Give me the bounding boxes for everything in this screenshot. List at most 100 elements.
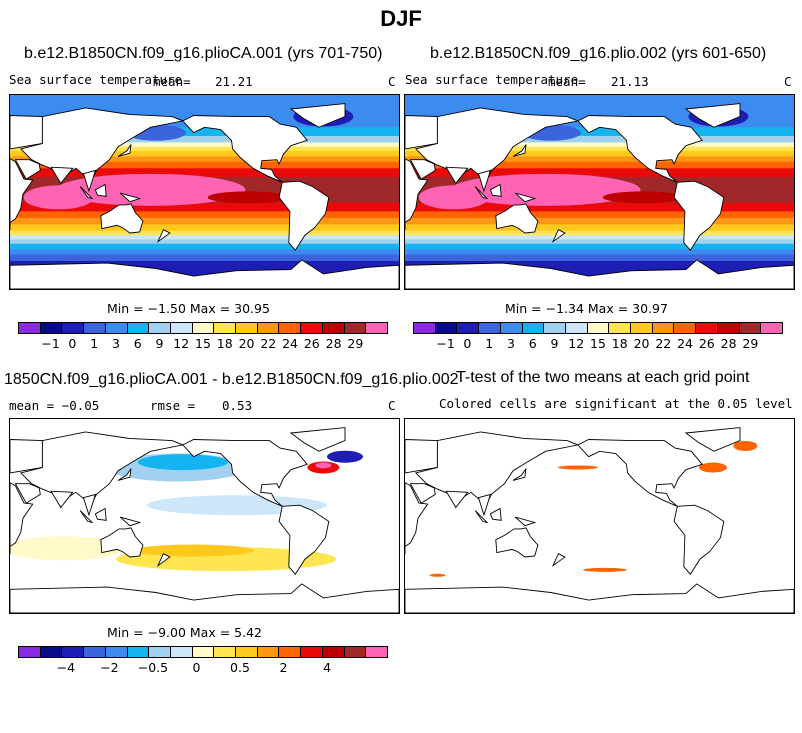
panel-3-south-indian-positive [10, 536, 125, 561]
panel-4-land-arabia [409, 483, 436, 504]
panel-1-colorbar-swatch [105, 323, 128, 333]
panel-1-cold-tongue [207, 191, 288, 204]
panel-2-colorbar-tick-label: 9 [550, 336, 559, 351]
panel-2-sst-band [405, 135, 794, 143]
panel-3-colorbar: −4 −2 −0.5 0 0.5 2 4 [18, 646, 388, 675]
panel-2-mean-label: mean= [548, 74, 586, 89]
panel-4-land-nz [551, 553, 566, 567]
panel-3-colorbar-swatch [236, 647, 258, 657]
panel-3-colorbar-swatch [214, 647, 237, 657]
panel-2-colorbar-swatch [565, 323, 588, 333]
panel-1-colorbar-swatch [149, 323, 171, 333]
panel-1-sst-band [10, 202, 399, 212]
panel-2-sst-map [404, 94, 795, 290]
panel-1-colorbar-swatch [236, 323, 258, 333]
panel-3-land-japan [117, 468, 132, 481]
panel-2-land-australia [495, 203, 539, 234]
panel-2-variable-label: Sea surface temperature [405, 72, 579, 87]
panel-3-colorbar-swatch [84, 647, 106, 657]
panel-4-significant-region [557, 465, 598, 470]
panel-2-colorbar-tick-label: 6 [528, 336, 537, 351]
panel-3-colorbar-tick-label: −0.5 [137, 660, 169, 675]
panel-1-sst-band [10, 168, 399, 178]
panel-1-sst-band [10, 230, 399, 236]
panel-2-land-nz [551, 229, 566, 243]
panel-3-land-sumatra [79, 510, 94, 524]
figure-title: DJF [380, 6, 422, 31]
panel-2-sst-band [405, 127, 794, 137]
panel-4-land-namerica [577, 439, 703, 507]
panel-3-land-namerica [182, 439, 308, 507]
panel-2-sst-band [405, 254, 794, 262]
panel-1-land-australia [100, 203, 144, 234]
panel-1-colorbar-tick-label: −1 [41, 336, 60, 351]
panel-1-colorbar-tick-label: 3 [111, 336, 120, 351]
panel-1-sst-map [9, 94, 400, 290]
panel-1-sst-band [10, 146, 399, 152]
panel-1-sst-band [10, 224, 399, 232]
panel-2-colorbar-swatch [544, 323, 566, 333]
panel-2-sst-band [405, 168, 794, 178]
panel-1-colorbar-swatch [301, 323, 323, 333]
panel-1-sst-band [10, 217, 399, 225]
panel-2-sst-band [405, 235, 794, 240]
panel-2-colorbar-swatch [522, 323, 545, 333]
panel-4-significant-region [733, 440, 758, 451]
panel-4-land-antarctica [405, 583, 794, 613]
panel-2-colorbar-tick-label: 1 [485, 336, 494, 351]
panel-2-colorbar-swatch [479, 323, 501, 333]
panel-3-colorbar-swatch [301, 647, 323, 657]
panel-1-colorbar-swatch [192, 323, 215, 333]
panel-3-colorbar-swatch [192, 647, 215, 657]
panel-2-land-antarctica [405, 259, 794, 289]
panel-3-colorbar-tick-label: 2 [279, 660, 288, 675]
panel-3-land-antarctica [10, 583, 399, 613]
panel-3-colorbar-tick-label: −4 [56, 660, 76, 675]
panel-3-colorbar-swatch [149, 647, 171, 657]
panel-1-colorbar-tick-label: 29 [347, 336, 364, 351]
panel-3-north-pacific-negative-core [137, 454, 228, 471]
panel-2-colorbar-tick-label: 28 [720, 336, 737, 351]
panel-3-minmax: Min = −9.00 Max = 5.42 [107, 625, 262, 640]
panel-3-land-europe [10, 439, 43, 474]
panel-2-colorbar-tick-label: 22 [655, 336, 672, 351]
panel-2-land-greenland [684, 103, 741, 128]
panel-2-land-namerica [577, 115, 703, 183]
panel-1-colorbar-tick-label: 1 [90, 336, 99, 351]
panel-2-colorbar-swatch [674, 323, 697, 333]
panel-2-colorbar-tick-label: 0 [463, 336, 472, 351]
panel-3-colorbar-swatch [366, 647, 387, 657]
panel-1-land-japan [117, 144, 132, 157]
panel-4-significant-region [698, 462, 727, 473]
panel-3-southern-ocean-core [133, 544, 254, 557]
panel-2-colorbar-tick-label: 18 [611, 336, 628, 351]
panel-4-land-borneo [489, 507, 502, 521]
panel-2-sst-band [405, 146, 794, 152]
panel-2-land-samerica [673, 180, 725, 251]
panel-2-colorbar-tick-label: 20 [633, 336, 650, 351]
panel-1-land-greenland [289, 103, 346, 128]
panel-2-colorbar-tick-label: −1 [436, 336, 455, 351]
panel-3-north-atlantic-negative [326, 450, 363, 463]
panel-3-colorbar-swatch [105, 647, 128, 657]
panel-3-rmse-value: 0.53 [222, 398, 253, 413]
panel-1-sst-band [10, 239, 399, 245]
panel-3-colorbar-swatch [170, 647, 193, 657]
panel-3-colorbar-swatch [127, 647, 150, 657]
panel-2-units: C [784, 74, 792, 89]
panel-1-sst-band [10, 127, 399, 137]
panel-2-land-india [445, 166, 469, 185]
panel-3-colorbar-swatch [257, 647, 280, 657]
panel-3-land-india [50, 490, 74, 509]
panel-1-sst-band [10, 142, 399, 148]
panel-2-land-newguinea [514, 192, 537, 203]
panel-2-minmax: Min = −1.34 Max = 30.97 [505, 301, 668, 316]
panel-3-colorbar-tick-label: 0.5 [230, 660, 250, 675]
panel-1-colorbar-swatch [344, 323, 367, 333]
panel-1-minmax: Min = −1.50 Max = 30.95 [107, 301, 270, 316]
panel-1-land-newguinea [119, 192, 142, 203]
panel-4-land-seasia [477, 493, 492, 517]
panel-1-land-borneo [94, 183, 107, 197]
panel-3-colorbar-swatch [344, 647, 367, 657]
panel-1-sst-band [10, 135, 399, 143]
